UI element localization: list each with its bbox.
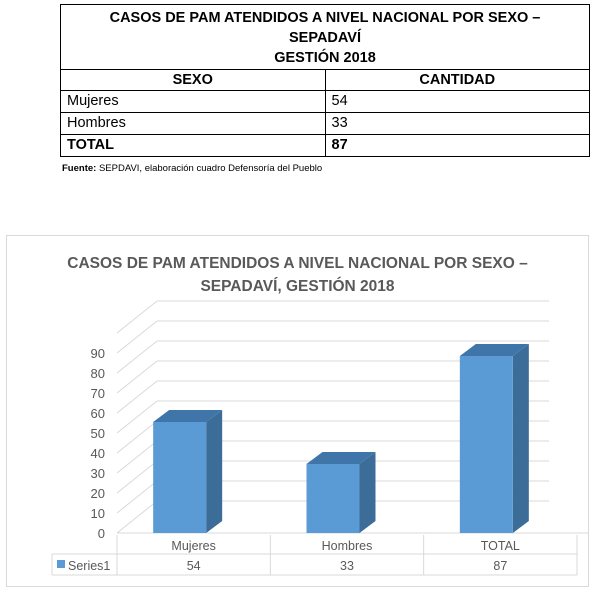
y-tick-label: 60 — [91, 406, 105, 421]
gridline-diagonal — [116, 460, 158, 494]
column-header-sexo: SEXO — [60, 69, 326, 91]
column-header-cantidad: CANTIDAD — [324, 69, 590, 91]
total-label: TOTAL — [60, 134, 326, 157]
y-tick-label: 50 — [91, 426, 105, 441]
source-note: Fuente: SEPDAVI, elaboración cuadro Defe… — [62, 163, 322, 174]
source-text: SEPDAVI, elaboración cuadro Defensoría d… — [96, 163, 323, 174]
gridline-diagonal — [116, 320, 158, 354]
x-category-label: Mujeres — [171, 539, 215, 553]
bar-top — [153, 410, 223, 422]
gridline-diagonal — [116, 360, 158, 394]
bar-top — [306, 452, 376, 464]
row-label-mujeres: Mujeres — [60, 90, 326, 113]
x-category-label: TOTAL — [481, 539, 520, 553]
data-label: 33 — [340, 559, 354, 573]
legend-series-name: Series1 — [68, 559, 110, 573]
bar-chart-plot: 0 10 20 30 40 50 60 70 80 90 Mujeres 54 Hombres 33 TOT… — [51, 300, 588, 576]
y-tick-label: 80 — [91, 366, 105, 381]
bar-hombres — [306, 464, 360, 533]
source-prefix: Fuente: — [62, 163, 97, 174]
total-value: 87 — [324, 134, 590, 157]
gridline-diagonal — [116, 420, 158, 454]
chart-title-line-1: CASOS DE PAM ATENDIDOS A NIVEL NACIONAL … — [67, 255, 528, 272]
chart-title-line-2: SEPADAVÍ, GESTIÓN 2018 — [200, 278, 395, 295]
chart-title: CASOS DE PAM ATENDIDOS A NIVEL NACIONAL … — [7, 252, 588, 298]
table-title-line-2: SEPADAVÍ — [289, 30, 361, 46]
table-row: Hombres 33 — [60, 112, 590, 135]
data-label: 87 — [493, 559, 507, 573]
bar-top — [459, 344, 529, 356]
row-value-mujeres: 54 — [324, 90, 590, 113]
bar-mujeres — [153, 422, 207, 533]
table-row-total: TOTAL 87 — [60, 134, 590, 157]
table-title: CASOS DE PAM ATENDIDOS A NIVEL NACIONAL … — [60, 4, 590, 70]
gridline-diagonal — [116, 340, 158, 374]
y-tick-label: 10 — [91, 506, 105, 521]
row-value-hombres: 33 — [324, 112, 590, 135]
cases-table: CASOS DE PAM ATENDIDOS A NIVEL NACIONAL … — [60, 4, 590, 157]
gridline-diagonal — [116, 500, 158, 534]
data-label: 54 — [187, 559, 201, 573]
bar-side — [359, 452, 376, 533]
y-tick-label: 40 — [91, 446, 105, 461]
table-title-line-1: CASOS DE PAM ATENDIDOS A NIVEL NACIONAL … — [109, 10, 541, 26]
y-tick-label: 90 — [91, 346, 105, 361]
chart-area: CASOS DE PAM ATENDIDOS A NIVEL NACIONAL … — [6, 235, 589, 587]
row-label-hombres: Hombres — [60, 112, 326, 135]
y-tick-label: 70 — [91, 386, 105, 401]
gridline-diagonal — [116, 300, 158, 334]
gridline-diagonal — [116, 380, 158, 414]
table-row: Mujeres 54 — [60, 90, 590, 113]
bar-side — [512, 344, 529, 533]
y-tick-label: 0 — [98, 526, 105, 541]
x-category-label: Hombres — [322, 539, 373, 553]
y-tick-label: 20 — [91, 486, 105, 501]
y-tick-label: 30 — [91, 466, 105, 481]
gridline-diagonal — [116, 480, 158, 514]
table-title-line-3: GESTIÓN 2018 — [274, 50, 376, 66]
gridline-diagonal — [116, 400, 158, 434]
bar-side — [206, 410, 223, 533]
gridline-diagonal — [116, 440, 158, 474]
legend-key — [57, 560, 65, 568]
bar-total — [459, 356, 513, 533]
